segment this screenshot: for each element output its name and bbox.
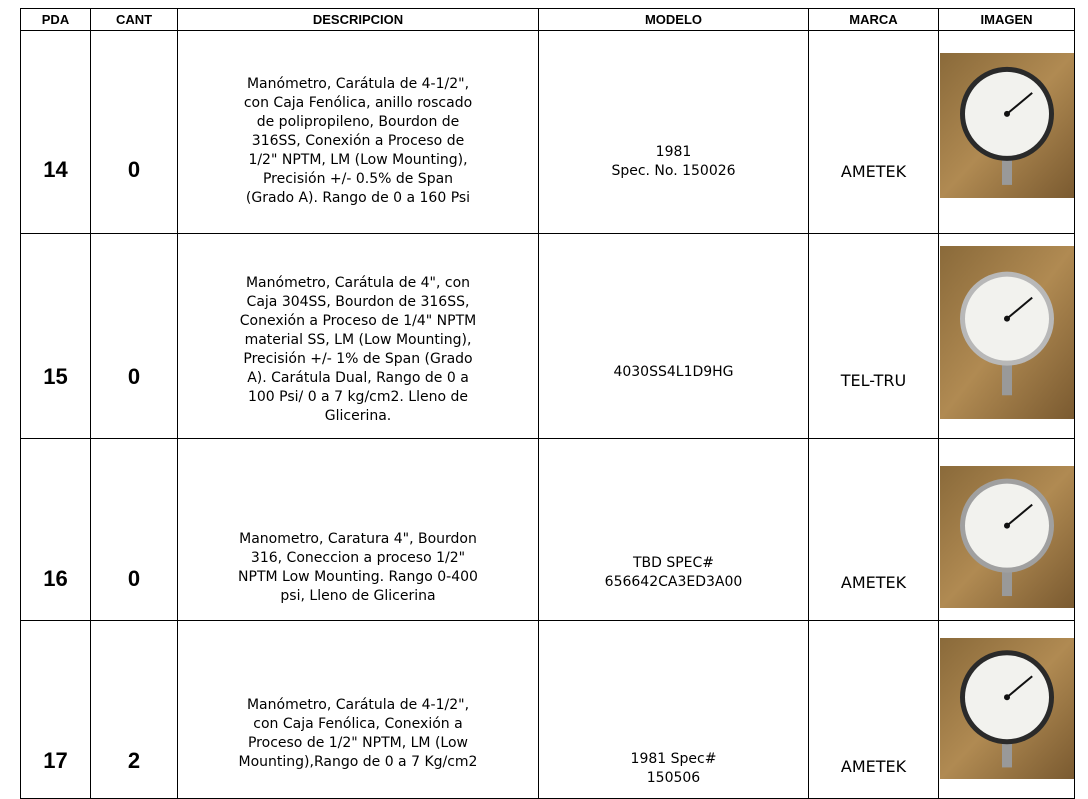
column-header: MARCA [808,8,939,31]
gauge-photo [939,53,1074,198]
table-row: 16 0 Manometro, Caratura 4", Bourdon 316, C… [20,438,1075,621]
image-cell [938,438,1075,621]
header-row: PDA CANT DESCRIPCION MODELO MARCA IMAGEN [20,8,1075,31]
gauge-photo [939,246,1074,419]
cant-cell: 2 [90,620,178,799]
description-line: 316SS, Conexión a Proceso de [251,133,465,149]
pda-cell: 16 [20,438,91,621]
description-cell: Manómetro, Carátula de 4-1/2", con Caja F… [177,620,539,799]
model-cell: 1981 Spec. No. 150026 [538,30,809,234]
model-line: TBD SPEC# [632,555,715,571]
description-line: Manómetro, Carátula de 4", con [245,275,471,291]
description-line: Manómetro, Carátula de 4-1/2", [246,76,470,92]
description-line: Precisión +/- 0.5% de Span [262,171,454,187]
model-line: Spec. No. 150026 [611,163,736,179]
description-line: Glicerina. [324,408,392,424]
gauge-photo [939,466,1074,608]
description-line: (Grado A). Rango de 0 a 160 Psi [245,190,471,206]
description-line: de polipropileno, Bourdon de [256,114,460,130]
description-line: 316, Coneccion a proceso 1/2" [250,550,466,566]
description-line: Proceso de 1/2" NPTM, LM (Low [247,735,468,751]
description-line: Conexión a Proceso de 1/4" NPTM [239,313,477,329]
image-cell [938,233,1075,439]
description-line: A). Carátula Dual, Rango de 0 a [247,370,469,386]
table-row: 17 2 Manómetro, Carátula de 4-1/2", con Caj… [20,620,1075,799]
description-line: Mounting),Rango de 0 a 7 Kg/cm2 [238,754,478,770]
brand-cell: TEL-TRU [808,233,939,439]
image-cell [938,620,1075,799]
table-body: 14 0 Manómetro, Carátula de 4-1/2", con Caj… [20,30,1075,799]
column-header: IMAGEN [938,8,1075,31]
cant-cell: 0 [90,233,178,439]
column-header: PDA [20,8,91,31]
product-table: PDA CANT DESCRIPCION MODELO MARCA IMAGEN 14 0 M… [20,8,1075,799]
description-line: psi, Lleno de Glicerina [280,588,436,604]
pda-cell: 15 [20,233,91,439]
brand-cell: AMETEK [808,30,939,234]
model-line: 4030SS4L1D9HG [613,364,734,380]
description-line: Manometro, Caratura 4", Bourdon [239,531,477,547]
description-line: 1/2" NPTM, LM (Low Mounting), [248,152,468,168]
description-line: Manómetro, Carátula de 4-1/2", [246,697,470,713]
description-line: NPTM Low Mounting. Rango 0-400 [238,569,478,585]
model-cell: 4030SS4L1D9HG [538,233,809,439]
image-cell [938,30,1075,234]
model-cell: 1981 Spec# 150506 [538,620,809,799]
column-header: MODELO [538,8,809,31]
description-line: 100 Psi/ 0 a 7 kg/cm2. Lleno de [247,389,468,405]
brand-cell: AMETEK [808,438,939,621]
description-line: Caja 304SS, Bourdon de 316SS, [246,294,470,310]
cant-cell: 0 [90,438,178,621]
table-row: 14 0 Manómetro, Carátula de 4-1/2", con Caj… [20,30,1075,234]
cant-cell: 0 [90,30,178,234]
column-header: CANT [90,8,178,31]
model-line: 656642CA3ED3A00 [604,574,743,590]
description-line: material SS, LM (Low Mounting), [244,332,472,348]
pda-cell: 17 [20,620,91,799]
description-line: Precisión +/- 1% de Span (Grado [243,351,473,367]
gauge-photo [939,638,1074,779]
column-header: DESCRIPCION [177,8,539,31]
model-line: 1981 Spec# [630,751,717,767]
description-cell: Manometro, Caratura 4", Bourdon 316, Cone… [177,438,539,621]
model-line: 1981 [655,144,692,160]
pda-cell: 14 [20,30,91,234]
model-line: 150506 [646,770,701,786]
description-line: con Caja Fenólica, anillo roscado [243,95,473,111]
model-cell: TBD SPEC# 656642CA3ED3A00 [538,438,809,621]
brand-cell: AMETEK [808,620,939,799]
description-line: con Caja Fenólica, Conexión a [253,716,463,732]
description-cell: Manómetro, Carátula de 4-1/2", con Caja F… [177,30,539,234]
description-cell: Manómetro, Carátula de 4", con Caja 304SS… [177,233,539,439]
table-row: 15 0 Manómetro, Carátula de 4", con Caja 30… [20,233,1075,439]
